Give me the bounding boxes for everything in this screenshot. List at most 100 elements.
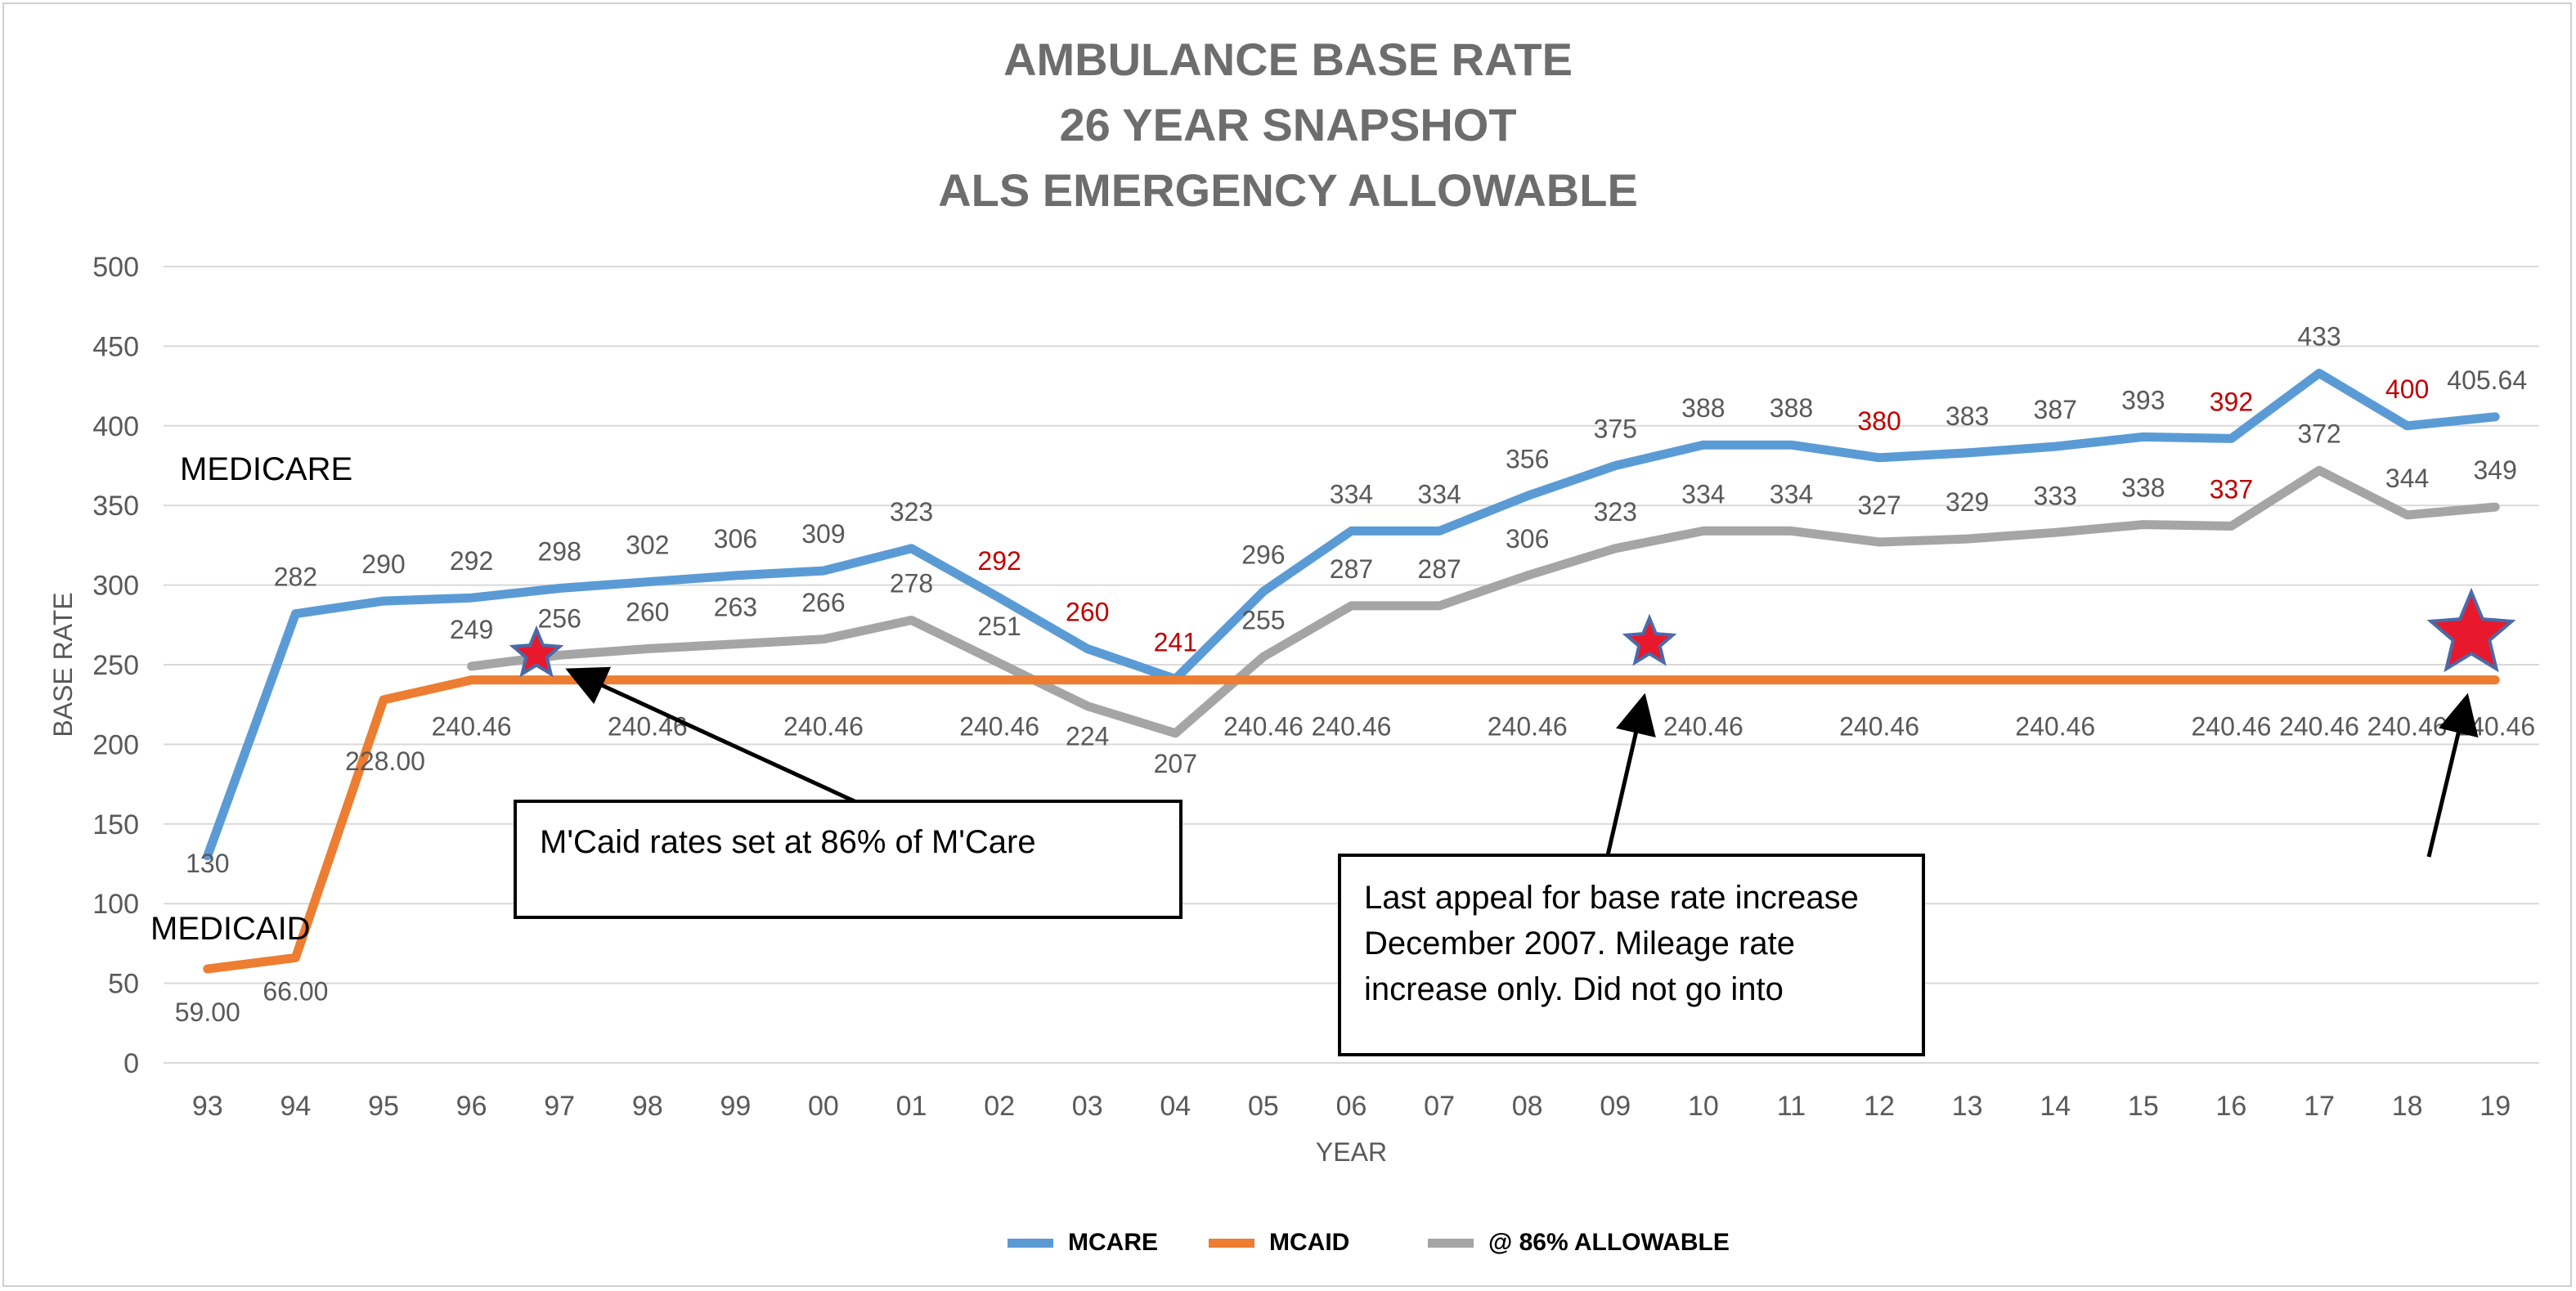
data-label-86-allowable: 263 — [714, 593, 757, 622]
x-tick-label: 98 — [632, 1091, 663, 1122]
data-label-mcare: 433 — [2297, 322, 2340, 352]
y-tick-label: 500 — [92, 252, 139, 283]
data-label-mcare: 356 — [1506, 445, 1549, 474]
data-label-mcaid: 240.46 — [1488, 712, 1568, 742]
data-label-mcare: 380 — [1857, 406, 1901, 436]
data-label-86-allowable: 334 — [1770, 479, 1813, 509]
callout-text-line-2: December 2007. Mileage rate — [1364, 926, 1795, 962]
data-label-mcare: 383 — [1945, 401, 1989, 431]
data-label-mcare: 400 — [2385, 374, 2429, 404]
data-label-mcare: 282 — [274, 563, 317, 592]
y-tick-label: 50 — [108, 969, 139, 1000]
data-label-86-allowable: 278 — [890, 568, 933, 598]
x-tick-label: 10 — [1688, 1091, 1719, 1122]
arrow-callout-1 — [565, 666, 867, 809]
data-label-86-allowable: 372 — [2297, 419, 2340, 448]
y-tick-label: 450 — [92, 331, 139, 362]
data-label-mcare: 241 — [1154, 628, 1197, 657]
data-label-mcaid: 240.46 — [2279, 712, 2359, 742]
series-line--86-allowable — [467, 465, 2500, 738]
legend-item-86-allowable: @ 86% ALLOWABLE — [1428, 1226, 1730, 1259]
data-label-86-allowable: 249 — [450, 615, 493, 644]
data-label-86-allowable: 260 — [626, 598, 669, 627]
legend-item-mcare: MCARE — [1008, 1226, 1158, 1259]
data-label-mcaid: 240.46 — [783, 712, 864, 742]
x-tick-label: 15 — [2128, 1091, 2159, 1122]
data-label-mcaid: 59.00 — [175, 997, 240, 1027]
data-label-mcaid: 240.46 — [2455, 712, 2535, 742]
data-label-mcare: 375 — [1594, 415, 1637, 444]
data-label-86-allowable: 266 — [801, 588, 845, 617]
data-label-86-allowable: 344 — [2385, 464, 2429, 493]
data-label-86-allowable: 349 — [2474, 455, 2517, 485]
data-label-mcaid: 240.46 — [2367, 712, 2448, 742]
star-icon — [509, 625, 564, 678]
x-tick-label: 95 — [368, 1091, 399, 1122]
data-label-mcare: 334 — [1330, 479, 1373, 509]
data-label-mcaid: 240.46 — [1223, 712, 1304, 742]
y-tick-label: 300 — [92, 571, 139, 602]
x-tick-label: 18 — [2392, 1091, 2423, 1122]
data-label-mcare: 323 — [890, 497, 933, 527]
data-label-mcare: 388 — [1770, 393, 1813, 423]
data-label-mcare: 292 — [450, 546, 493, 576]
callout-text-line-1: Last appeal for base rate increase — [1364, 880, 1859, 916]
x-tick-label: 13 — [1952, 1091, 1983, 1122]
data-label-86-allowable: 255 — [1241, 605, 1285, 634]
medicare-annotation: MEDICARE — [180, 451, 353, 487]
x-tick-label: 14 — [2040, 1091, 2071, 1122]
data-label-mcare: 388 — [1681, 393, 1725, 423]
x-tick-label: 05 — [1248, 1091, 1279, 1122]
x-tick-label: 00 — [808, 1091, 839, 1122]
data-label-mcaid: 240.46 — [608, 712, 688, 742]
x-tick-label: 17 — [2304, 1091, 2335, 1122]
data-label-mcare: 405.64 — [2447, 365, 2527, 395]
data-label-mcare: 392 — [2210, 387, 2253, 416]
x-tick-label: 19 — [2480, 1091, 2511, 1122]
data-label-86-allowable: 224 — [1066, 722, 1109, 751]
callout-box-mcaid-rates: M'Caid rates set at 86% of M'Care — [514, 800, 1183, 919]
x-tick-label: 09 — [1600, 1091, 1631, 1122]
x-tick-label: 04 — [1160, 1091, 1191, 1122]
callout-text-mcaid-rates: M'Caid rates set at 86% of M'Care — [540, 824, 1036, 860]
y-axis-title: BASE RATE — [48, 592, 78, 737]
x-tick-label: 97 — [544, 1091, 575, 1122]
data-label-mcare: 302 — [626, 531, 669, 560]
callout-box-last-appeal: Last appeal for base rate increase Decem… — [1338, 854, 1925, 1056]
star-icon — [1622, 613, 1677, 666]
y-tick-label: 250 — [92, 650, 139, 681]
data-label-86-allowable: 337 — [2210, 475, 2253, 504]
x-tick-label: 07 — [1424, 1091, 1455, 1122]
y-tick-label: 400 — [92, 411, 139, 442]
data-label-mcaid: 228.00 — [345, 746, 425, 776]
arrow-callout-2 — [1605, 693, 1656, 856]
y-tick-label: 200 — [92, 729, 139, 760]
x-tick-label: 03 — [1072, 1091, 1103, 1122]
data-label-86-allowable: 329 — [1945, 487, 1989, 517]
data-label-86-allowable: 338 — [2121, 473, 2165, 503]
data-label-86-allowable: 287 — [1417, 554, 1461, 584]
legend-label-mcaid: MCAID — [1269, 1229, 1350, 1256]
x-tick-label: 93 — [192, 1091, 223, 1122]
star-icon — [2426, 587, 2516, 673]
data-label-mcaid: 240.46 — [959, 712, 1039, 742]
x-tick-label: 01 — [896, 1091, 927, 1122]
data-label-86-allowable: 334 — [1681, 479, 1725, 509]
data-label-86-allowable: 323 — [1594, 497, 1637, 527]
data-label-mcare: 306 — [714, 524, 757, 554]
data-label-86-allowable: 256 — [537, 603, 581, 633]
data-label-mcare: 296 — [1241, 540, 1285, 569]
data-label-mcaid: 66.00 — [263, 976, 328, 1006]
arrow-star-2019 — [2426, 693, 2479, 858]
data-label-86-allowable: 207 — [1154, 749, 1197, 778]
medicaid-annotation: MEDICAID — [150, 911, 311, 947]
x-tick-label: 08 — [1512, 1091, 1543, 1122]
chart-title-line-1: AMBULANCE BASE RATE — [1003, 34, 1573, 85]
y-tick-label: 350 — [92, 491, 139, 522]
data-label-mcaid: 240.46 — [1312, 712, 1392, 742]
y-tick-label: 100 — [92, 889, 139, 920]
data-label-mcare: 290 — [361, 549, 405, 579]
chart-title-line-2: 26 YEAR SNAPSHOT — [1059, 99, 1517, 150]
x-tick-label: 02 — [984, 1091, 1015, 1122]
